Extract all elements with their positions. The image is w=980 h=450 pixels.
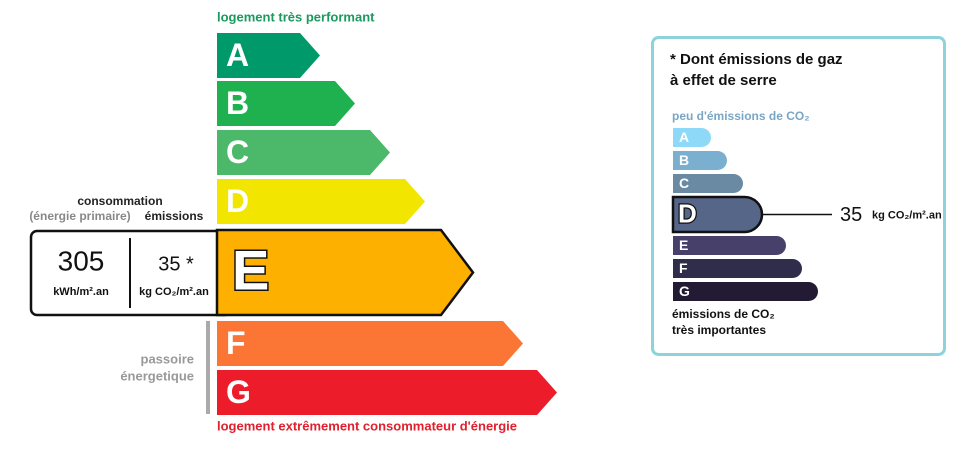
energy-class-letter: D (226, 183, 249, 219)
climate-class-bar (673, 151, 727, 170)
consumption-subheading: (énergie primaire) (29, 209, 130, 223)
energy-class-letter: G (226, 374, 251, 410)
energy-class-letter: E (232, 238, 269, 301)
consumption-unit: kWh/m².an (53, 286, 109, 298)
emissions-unit: kg CO₂/m².an (139, 286, 209, 298)
energy-class-bar (215, 228, 475, 317)
climate-class-letter: G (679, 283, 690, 299)
climate-class-letter: C (679, 175, 689, 191)
passoire-bar (206, 321, 210, 414)
energy-class-letter: C (226, 134, 249, 170)
climate-bottom-label: émissions de CO₂ (672, 307, 775, 321)
bottom-label: logement extrêmement consommateur d'éner… (217, 418, 517, 433)
climate-class-bar (673, 128, 711, 147)
climate-class-letter: B (679, 152, 689, 168)
energy-class-bar (217, 81, 355, 126)
climate-top-label: peu d'émissions de CO₂ (672, 109, 810, 123)
energy-class-bar (217, 179, 425, 224)
emissions-heading: émissions (145, 209, 204, 223)
consumption-value: 305 (58, 245, 105, 276)
climate-title: * Dont émissions de gaz (670, 51, 843, 68)
energy-class-bar (217, 130, 390, 175)
climate-class-letter: D (678, 198, 697, 228)
energy-class-letter: F (226, 325, 246, 361)
climate-class-bar (671, 195, 764, 234)
energy-class-bar (217, 370, 557, 415)
top-label: logement très performant (217, 9, 375, 24)
climate-class-letter: A (679, 129, 689, 145)
emissions-value: 35 * (158, 253, 194, 275)
energy-class-bar (217, 321, 523, 366)
climate-bottom-label: très importantes (672, 323, 766, 337)
consumption-heading: consommation (77, 194, 162, 208)
climate-value: 35 (840, 204, 862, 226)
energy-class-letter: A (226, 37, 249, 73)
climate-class-bar (673, 259, 802, 278)
climate-class-letter: E (679, 237, 688, 253)
climate-class-letter: F (679, 260, 688, 276)
passoire-label: passoire (141, 351, 194, 366)
climate-class-bar (673, 282, 818, 301)
passoire-label: énergetique (120, 368, 194, 383)
energy-class-letter: B (226, 85, 249, 121)
climate-class-bar (673, 236, 786, 255)
climate-class-bar (673, 174, 743, 193)
climate-unit: kg CO₂/m².an (872, 209, 942, 221)
climate-title: à effet de serre (670, 72, 777, 89)
energy-class-bar (217, 33, 320, 78)
